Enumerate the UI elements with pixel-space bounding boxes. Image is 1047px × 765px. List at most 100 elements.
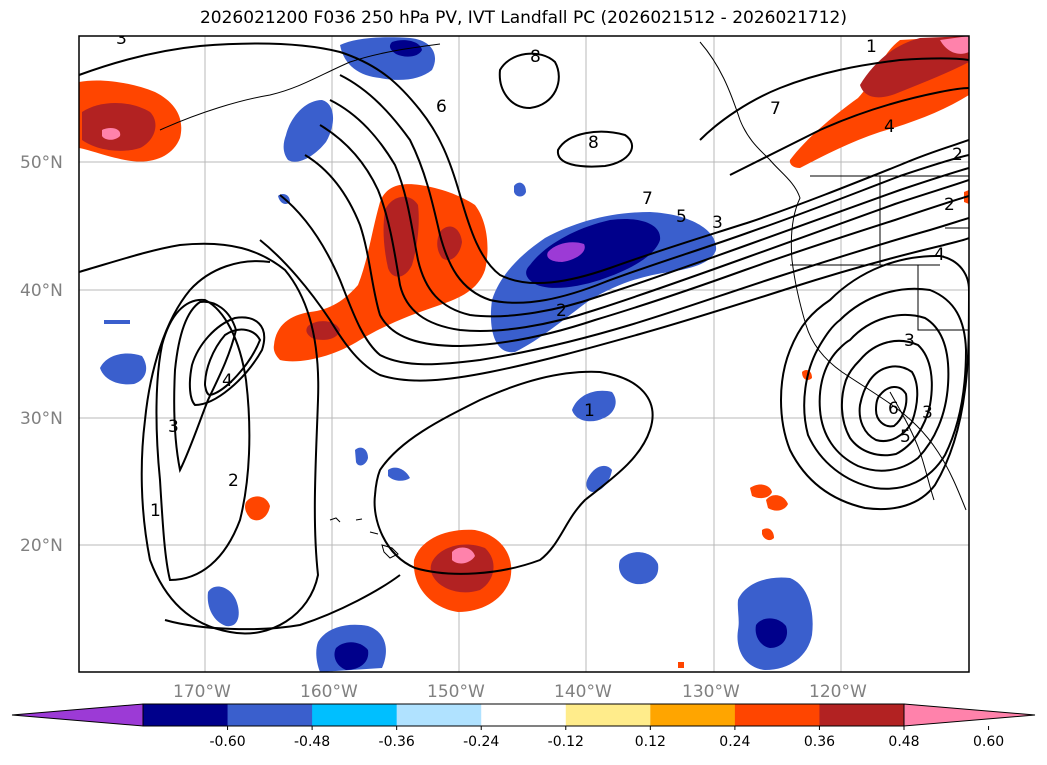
lon-label: 150°W <box>427 682 485 702</box>
map-frame <box>78 35 970 673</box>
colorbar-extend-min <box>11 703 144 727</box>
red-blob-small-4 <box>762 528 774 541</box>
contour-jet-6 <box>279 194 969 366</box>
contour-label: 4 <box>934 245 945 265</box>
red-blob-west-pink <box>102 128 121 140</box>
contour-label: 3 <box>904 331 915 351</box>
blue-blob-core <box>526 218 661 288</box>
lon-label: 130°W <box>682 682 740 702</box>
lon-label: 170°W <box>173 682 231 702</box>
contour-label: 1 <box>150 501 161 521</box>
blue-blob-small-2 <box>586 465 612 492</box>
blue-blob-small-4 <box>388 467 410 481</box>
colorbar-tick-label: 0.24 <box>719 734 750 750</box>
red-blob-northeast-inner <box>860 36 969 98</box>
lon-axis-labels: 170°W 160°W 150°W 140°W 130°W 120°W <box>173 682 867 702</box>
red-blob-small-3 <box>766 495 788 511</box>
positive-shading <box>79 36 969 668</box>
colorbar-segment <box>650 704 736 726</box>
red-blob-south-inner <box>430 544 494 593</box>
contour-8-b <box>556 130 633 168</box>
colorbar-segment <box>481 704 567 726</box>
colorbar-tick-label: 0.60 <box>973 734 1004 750</box>
lat-label: 20°N <box>20 536 63 556</box>
lat-label: 30°N <box>20 409 63 429</box>
colorbar-segment <box>734 704 820 726</box>
colorbar-outline <box>142 703 905 727</box>
colorbar-tick-label: 0.48 <box>888 734 919 750</box>
contour-jet-7 <box>259 237 969 382</box>
contour-east-1 <box>780 254 969 511</box>
colorbar-tick-label: -0.24 <box>463 734 499 750</box>
contour-label: 7 <box>770 99 781 119</box>
contour-8-a <box>498 52 560 110</box>
contour-label: 2 <box>556 301 567 321</box>
red-blob-central-inner-2 <box>437 226 462 261</box>
red-blob-south-pink <box>452 547 475 564</box>
blue-blob-small-3 <box>355 447 368 466</box>
blue-blob-small-5 <box>514 182 526 197</box>
contour-2 <box>155 298 251 582</box>
contour-jet-2 <box>339 74 969 304</box>
blue-blob-small-1 <box>572 390 616 422</box>
contour-label: 6 <box>888 399 899 419</box>
red-blob-west-inner <box>82 103 156 151</box>
colorbar-tick-label: -0.12 <box>548 734 584 750</box>
blue-blob-sw <box>207 586 239 627</box>
colorbar-segment <box>312 704 398 726</box>
blue-blob-west <box>100 353 147 385</box>
colorbar-segment <box>143 704 229 726</box>
colorbar-tick-label: 0.12 <box>635 734 666 750</box>
blue-blob-se-core <box>755 618 788 648</box>
colorbar-segment <box>227 704 313 726</box>
blue-blob-mid <box>618 552 659 585</box>
blue-blob-gulf-core <box>389 40 422 57</box>
contour-label: 4 <box>884 117 895 137</box>
blue-blob-small-7 <box>104 320 130 324</box>
contour-3 <box>173 300 238 474</box>
contour-jet-3 <box>329 99 969 318</box>
contour-1-outer <box>79 242 320 635</box>
contour-jet-5 <box>304 154 969 348</box>
contour-label: 2 <box>228 471 239 491</box>
lat-label: 40°N <box>20 281 63 301</box>
contour-jet-1 <box>79 42 969 285</box>
contour-label: 5 <box>900 427 911 447</box>
colorbar: -0.60 -0.48 -0.36 -0.24 -0.12 0.12 0.24 0.36 0.4… <box>11 703 1036 750</box>
contour-east-5 <box>858 365 919 442</box>
contour-label: 2 <box>952 145 963 165</box>
baja-coast <box>889 391 935 501</box>
lat-label: 50°N <box>20 153 63 173</box>
colorbar-tick-label: -0.48 <box>294 734 330 750</box>
contour-label: 6 <box>436 97 447 117</box>
contour-sub-1 <box>373 370 654 575</box>
colorbar-segments <box>11 703 1036 727</box>
contour-east-6 <box>874 386 908 428</box>
contour-north-2 <box>729 87 969 176</box>
alaska-coast <box>159 43 441 131</box>
contours <box>79 42 969 635</box>
contour-label: 3 <box>712 213 723 233</box>
contour-east-2 <box>803 287 968 490</box>
contour-label: 3 <box>168 417 179 437</box>
lat-axis-labels: 50°N 40°N 30°N 20°N <box>20 153 63 556</box>
contour-label: 3 <box>922 403 933 423</box>
contour-north-1 <box>699 57 969 141</box>
hawaii-islands <box>329 517 399 559</box>
contour-east-4 <box>840 339 933 457</box>
contour-label: 8 <box>530 47 541 67</box>
contour-label: 7 <box>642 189 653 209</box>
blue-blob-gulf <box>340 37 436 80</box>
blue-blob-south-core <box>334 642 369 670</box>
colorbar-segment <box>396 704 482 726</box>
colorbar-segment <box>819 704 905 726</box>
contour-sub-2 <box>164 574 401 631</box>
colorbar-tick-label: -0.60 <box>209 734 245 750</box>
red-blob-northeast-pink <box>940 36 969 54</box>
red-blob-small-7 <box>678 662 684 668</box>
contour-label: 1 <box>866 37 877 57</box>
blue-blob-aleutian <box>283 100 334 162</box>
lon-label: 160°W <box>300 682 358 702</box>
contour-label: 4 <box>222 371 233 391</box>
